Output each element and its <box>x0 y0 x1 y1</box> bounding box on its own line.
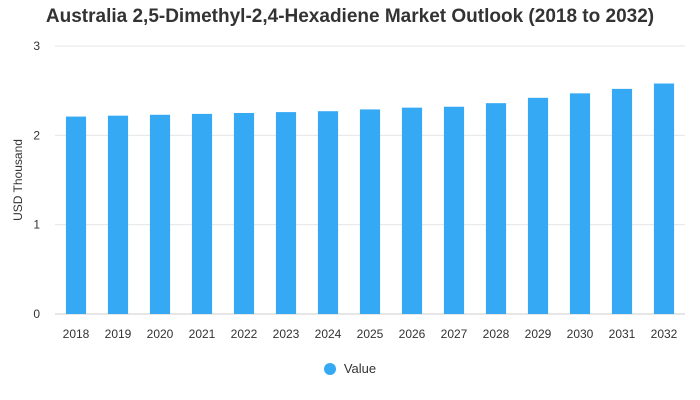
bar <box>485 103 507 314</box>
bar <box>233 113 255 314</box>
bar <box>107 115 129 315</box>
x-tick-label: 2022 <box>231 327 258 341</box>
bar <box>569 93 591 314</box>
bar <box>653 83 675 315</box>
y-axis-label: USD Thousand <box>11 139 25 221</box>
x-tick-label: 2031 <box>609 327 636 341</box>
bar <box>149 114 171 314</box>
x-tick-label: 2018 <box>63 327 90 341</box>
x-tick-label: 2026 <box>399 327 426 341</box>
x-tick-label: 2028 <box>483 327 510 341</box>
bar <box>401 107 423 314</box>
y-tick-label: 0 <box>33 307 40 321</box>
x-tick-label: 2030 <box>567 327 594 341</box>
x-tick-label: 2021 <box>189 327 216 341</box>
x-tick-label: 2020 <box>147 327 174 341</box>
legend[interactable]: Value <box>0 361 700 376</box>
legend-swatch-value <box>323 362 336 375</box>
bar <box>191 113 213 314</box>
bar <box>65 116 87 314</box>
bar <box>359 109 381 314</box>
x-tick-label: 2029 <box>525 327 552 341</box>
y-tick-label: 3 <box>33 39 40 53</box>
bar <box>275 112 297 315</box>
bar <box>443 106 465 314</box>
y-tick-label: 2 <box>33 128 40 142</box>
x-tick-label: 2032 <box>651 327 678 341</box>
x-tick-label: 2019 <box>105 327 132 341</box>
x-tick-label: 2025 <box>357 327 384 341</box>
x-tick-label: 2023 <box>273 327 300 341</box>
bar <box>611 88 633 314</box>
bar <box>527 97 549 315</box>
x-tick-label: 2027 <box>441 327 468 341</box>
bar <box>317 111 339 314</box>
y-tick-label: 1 <box>33 218 40 232</box>
legend-label-value: Value <box>343 361 377 376</box>
x-tick-label: 2024 <box>315 327 342 341</box>
chart-title: Australia 2,5-Dimethyl-2,4-Hexadiene Mar… <box>45 6 655 27</box>
